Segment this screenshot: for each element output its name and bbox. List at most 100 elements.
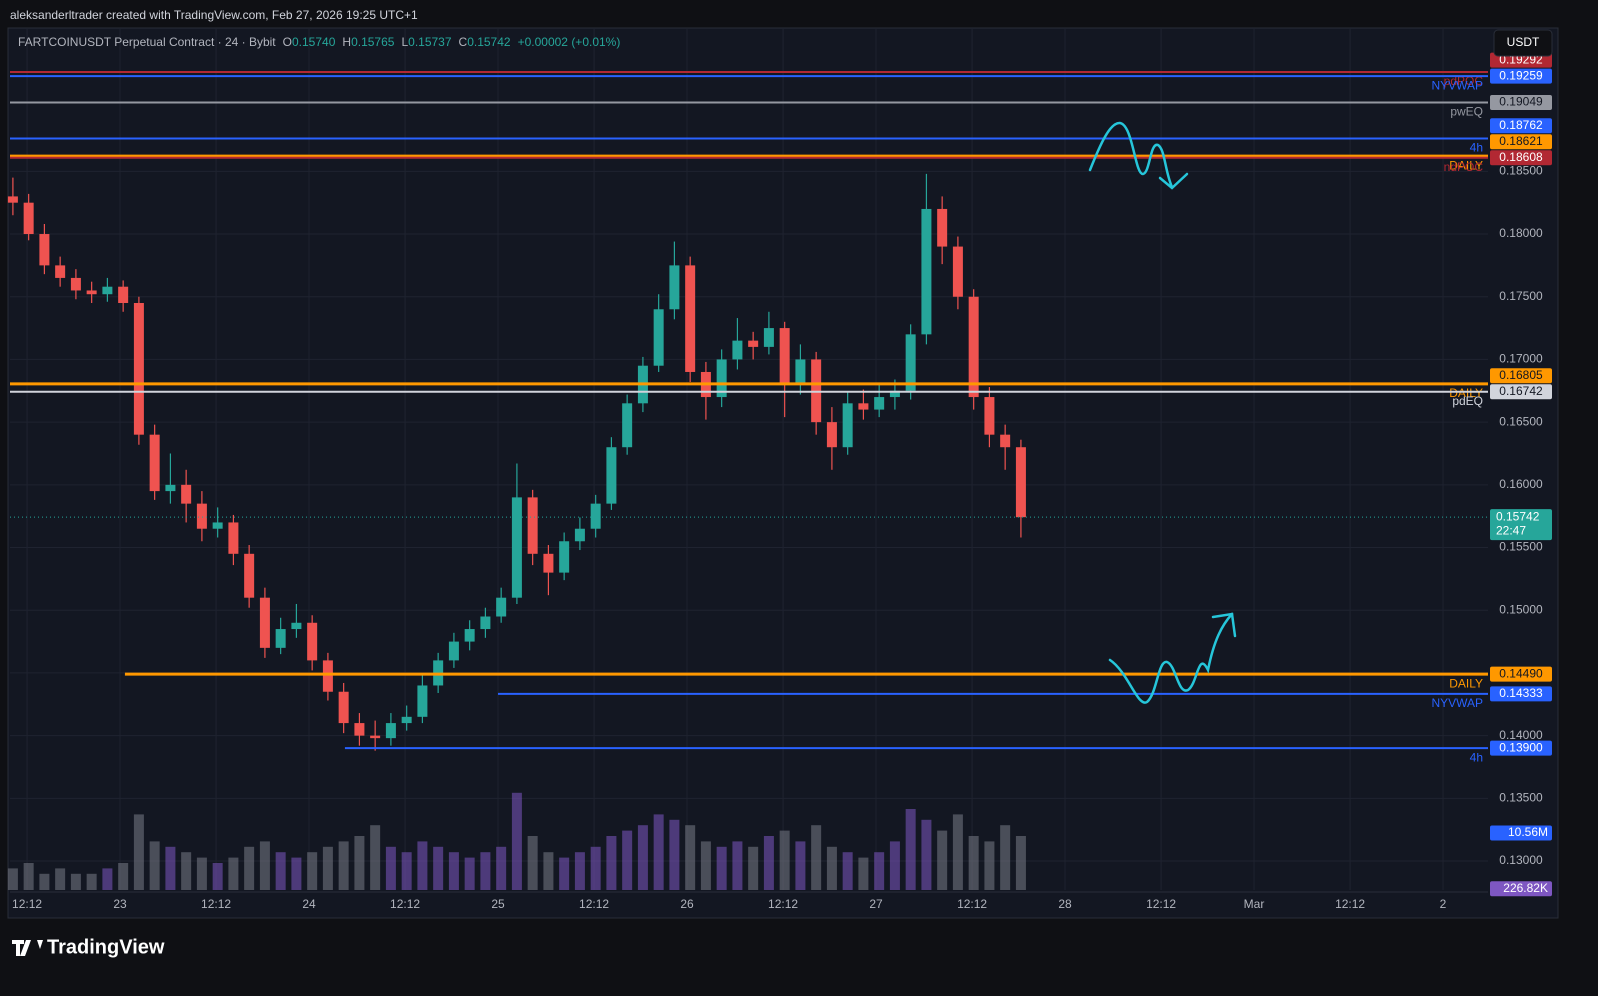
candle-body [1000, 434, 1011, 448]
candle-body [401, 716, 412, 724]
last-price-label: 0.15742 [1496, 509, 1540, 523]
currency-button[interactable] [1493, 29, 1553, 57]
candle-body [763, 328, 774, 347]
credit: aleksanderltrader created with TradingVi… [10, 8, 418, 22]
currency-label[interactable]: USDT [1507, 35, 1540, 49]
candle-body [338, 691, 349, 724]
level-badge [1490, 118, 1552, 134]
volume-bar [212, 863, 223, 890]
volume-bar [165, 846, 176, 890]
volume-bar [700, 841, 711, 890]
candle-body [921, 208, 932, 335]
volume-bar [921, 819, 932, 890]
y-tick-label: 0.17500 [1499, 289, 1543, 303]
ohlc-label: H [342, 35, 351, 49]
drawing-arrow-up [1108, 612, 1234, 704]
candle-body [55, 265, 66, 278]
x-tick-label: 28 [1058, 897, 1072, 911]
candle-body [685, 265, 696, 372]
volume-badge-label: 10.56M [1508, 825, 1548, 839]
level-name: DAILY [1449, 158, 1483, 172]
volume-bar [385, 846, 396, 890]
candle-body [842, 403, 853, 448]
candle-body [86, 290, 97, 295]
candle-body [102, 286, 113, 295]
x-tick-label: 12:12 [390, 897, 420, 911]
volume-bar [858, 857, 869, 890]
candle-body [543, 553, 554, 573]
volume-bar [86, 873, 97, 890]
candle-body [39, 234, 50, 266]
candle-body [622, 403, 633, 448]
volume-bar [196, 857, 207, 890]
level-badge [1490, 384, 1552, 400]
y-tick-label: 0.15500 [1499, 540, 1543, 554]
x-tick-label: 23 [113, 897, 127, 911]
x-tick-label: Mar [1244, 897, 1265, 911]
candle-body [228, 522, 239, 554]
volume-bar [653, 814, 664, 890]
level-name: 4h [1470, 141, 1483, 155]
brand-logo [12, 940, 43, 956]
candle-body [590, 503, 601, 529]
volume-bar [259, 841, 270, 890]
candle-body [354, 723, 365, 736]
volume-bar [433, 846, 444, 890]
volume-bar [669, 819, 680, 890]
level-name: ndPOC [1444, 160, 1484, 174]
candle-body [795, 359, 806, 385]
volume-badge [1490, 825, 1552, 841]
volume-bar [606, 836, 617, 890]
level-name: pdEQ [1452, 394, 1483, 408]
x-tick-label: 2 [1440, 897, 1447, 911]
change: +0.00002 (+0.01%) [518, 35, 621, 49]
volume-bar [448, 852, 459, 890]
level-badge [1490, 368, 1552, 384]
candle-body [118, 286, 129, 304]
volume-bar [354, 836, 365, 890]
candle-body [716, 359, 727, 398]
volume-bar [905, 809, 916, 890]
level-badge [1490, 666, 1552, 682]
y-tick-label: 0.14000 [1499, 728, 1543, 742]
candle-body [732, 340, 743, 360]
candle-body [23, 202, 34, 235]
ohlc-label: O [283, 35, 292, 49]
x-tick-label: 12:12 [957, 897, 987, 911]
x-tick-label: 12:12 [579, 897, 609, 911]
volume-bar [748, 846, 759, 890]
volume-bar [811, 825, 822, 890]
volume-bar [244, 846, 255, 890]
volume-bar [464, 857, 475, 890]
level-name: DAILY [1449, 386, 1483, 400]
y-tick-label: 0.18500 [1499, 164, 1543, 178]
level-badge [1490, 740, 1552, 756]
symbol: FARTCOINUSDT Perpetual Contract · 24 · B… [18, 35, 276, 49]
candle-body [259, 597, 270, 648]
volume-bar [574, 852, 585, 890]
candle-body [858, 403, 869, 410]
candle-body [826, 422, 837, 448]
volume-bar [1015, 836, 1026, 890]
volume-badge-label: 226.82K [1503, 881, 1548, 895]
candle-body [196, 503, 207, 529]
volume-bar [716, 846, 727, 890]
level-name: NYVWAP [1431, 696, 1483, 710]
volume-bar [307, 852, 318, 890]
volume-bar [952, 814, 963, 890]
volume-bar [70, 873, 81, 890]
candle-body [811, 359, 822, 423]
ohlc-value: 0.15737 [408, 35, 452, 49]
candle-body [574, 528, 585, 542]
volume-bar [417, 841, 428, 890]
legend: FARTCOINUSDT Perpetual Contract · 24 · B… [18, 35, 620, 49]
level-badge-label: 0.19259 [1499, 68, 1543, 82]
volume-bar [338, 841, 349, 890]
candle-body [464, 629, 475, 642]
level-badge-label: 0.13900 [1499, 740, 1543, 754]
level-name: 4h [1470, 750, 1483, 764]
level-badge-label: 0.16805 [1499, 368, 1543, 382]
y-tick-label: 0.16000 [1499, 477, 1543, 491]
volume-bar [228, 857, 239, 890]
